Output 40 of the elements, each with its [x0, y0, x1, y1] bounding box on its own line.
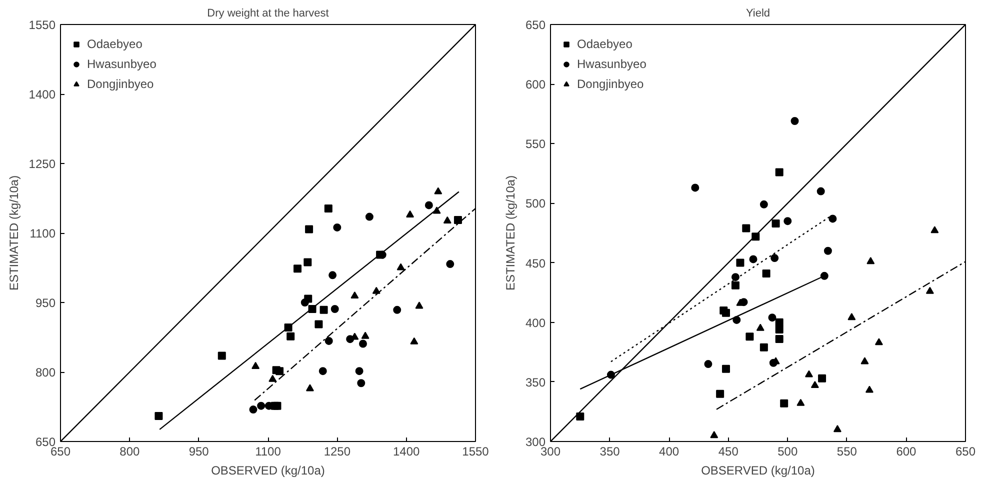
y-tick-label: 650 [525, 18, 546, 32]
y-tick-label: 950 [35, 296, 56, 310]
legend-label: Hwasunbyeo [87, 57, 156, 71]
y-tick-label: 550 [525, 137, 546, 152]
x-tick-label: 800 [120, 444, 140, 458]
y-tick-label: 1550 [28, 18, 56, 32]
legend-label: Dongjinbyeo [577, 77, 644, 91]
chart-title: Yield [746, 8, 770, 20]
x-axis-title: OBSERVED (kg/10a) [701, 464, 815, 478]
y-tick-label: 500 [525, 196, 546, 211]
x-tick-label: 1550 [462, 444, 490, 458]
legend-label: Odaebyeo [577, 37, 632, 51]
chart-title: Dry weight at the harvest [207, 8, 329, 20]
x-tick-label: 650 [955, 444, 976, 458]
x-tick-label: 650 [50, 444, 71, 458]
y-tick-label: 1400 [28, 88, 56, 102]
x-tick-label: 600 [896, 444, 917, 458]
y-tick-label: 1100 [30, 226, 56, 240]
y-tick-label: 400 [525, 316, 546, 330]
x-tick-label: 400 [659, 444, 680, 458]
legend-label: Hwasunbyeo [577, 57, 646, 71]
x-axis-title: OBSERVED (kg/10a) [211, 464, 325, 478]
y-tick-label: 1250 [28, 157, 56, 171]
x-tick-label: 450 [718, 444, 739, 458]
x-tick-label: 300 [540, 444, 561, 458]
x-tick-label: 350 [600, 444, 620, 458]
legend-label: Odaebyeo [87, 37, 142, 51]
x-tick-label: 500 [778, 444, 798, 458]
y-tick-label: 450 [525, 256, 546, 270]
y-tick-label: 350 [525, 375, 546, 390]
legend-label: Dongjinbyeo [87, 77, 154, 91]
y-axis-title: ESTIMATED (kg/10a) [6, 175, 21, 291]
x-tick-label: 1400 [392, 444, 420, 458]
x-tick-label: 1250 [324, 444, 351, 458]
y-tick-label: 600 [525, 78, 546, 92]
y-axis-title: ESTIMATED (kg/10a) [503, 175, 518, 291]
x-tick-label: 1100 [255, 444, 282, 458]
y-tick-label: 800 [35, 366, 56, 380]
x-tick-label: 550 [836, 444, 858, 458]
x-tick-label: 950 [188, 444, 210, 458]
